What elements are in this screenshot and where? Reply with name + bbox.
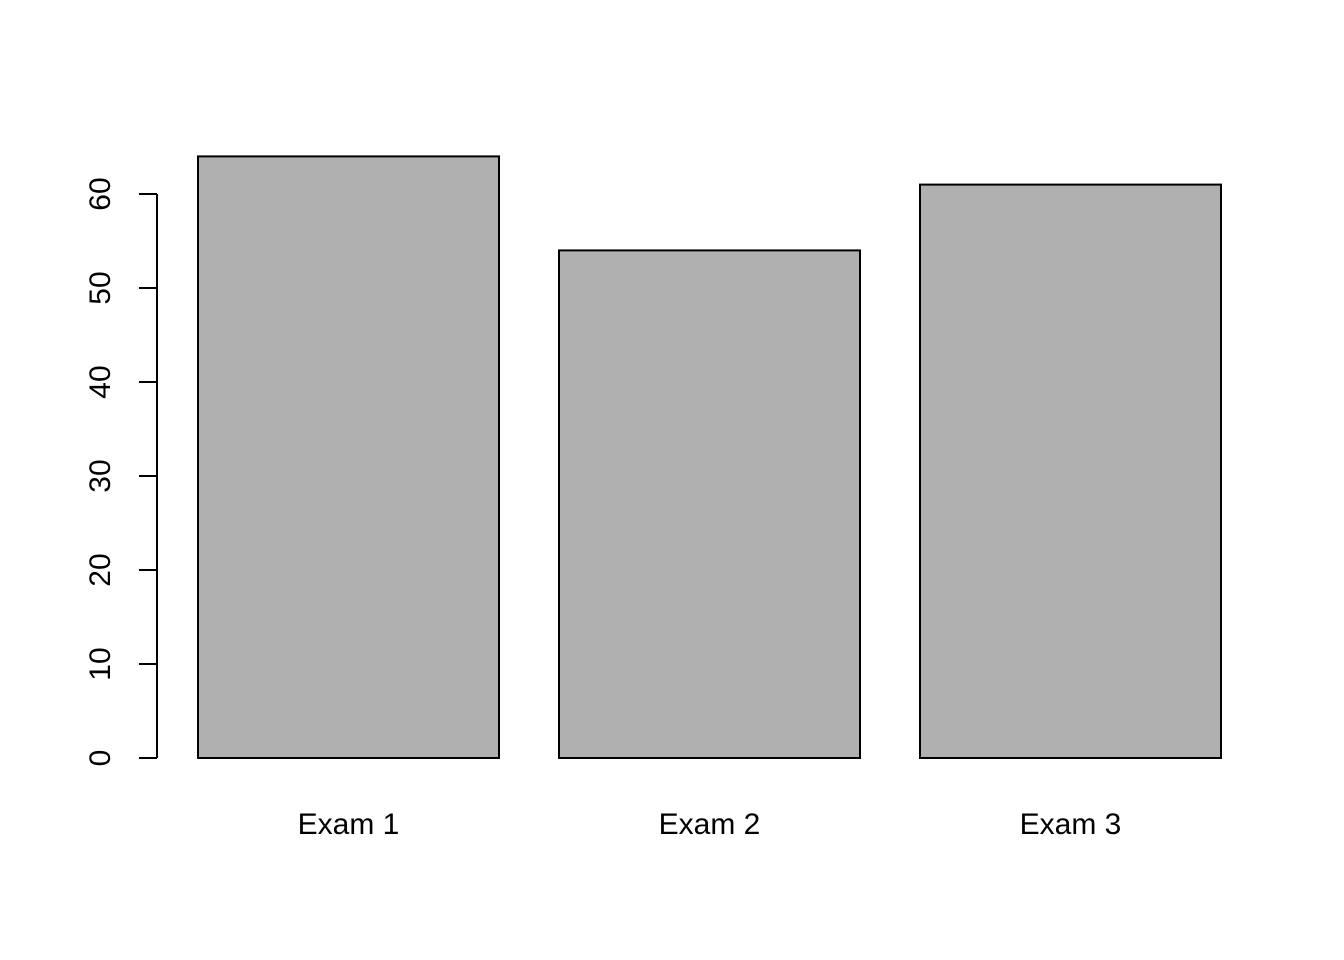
bar-exam-2 — [558, 249, 861, 759]
y-tick-label: 60 — [84, 177, 117, 210]
y-tick-label: 20 — [84, 553, 117, 586]
y-tick-label: 50 — [84, 271, 117, 304]
bars-group — [197, 155, 1222, 760]
x-tick-label: Exam 3 — [1020, 808, 1122, 841]
y-tick-label: 0 — [84, 750, 117, 767]
x-tick-label: Exam 2 — [659, 808, 761, 841]
y-tick-label: 40 — [84, 365, 117, 398]
bar-exam-1 — [197, 155, 500, 759]
x-labels-group: Exam 1 Exam 2 Exam 3 — [298, 808, 1122, 841]
y-tick-label: 30 — [84, 459, 117, 492]
bar-exam-3 — [919, 183, 1222, 760]
y-ticks-group: 0 10 20 30 40 50 60 — [84, 177, 157, 766]
x-tick-label: Exam 1 — [298, 808, 400, 841]
y-tick-label: 10 — [84, 647, 117, 680]
